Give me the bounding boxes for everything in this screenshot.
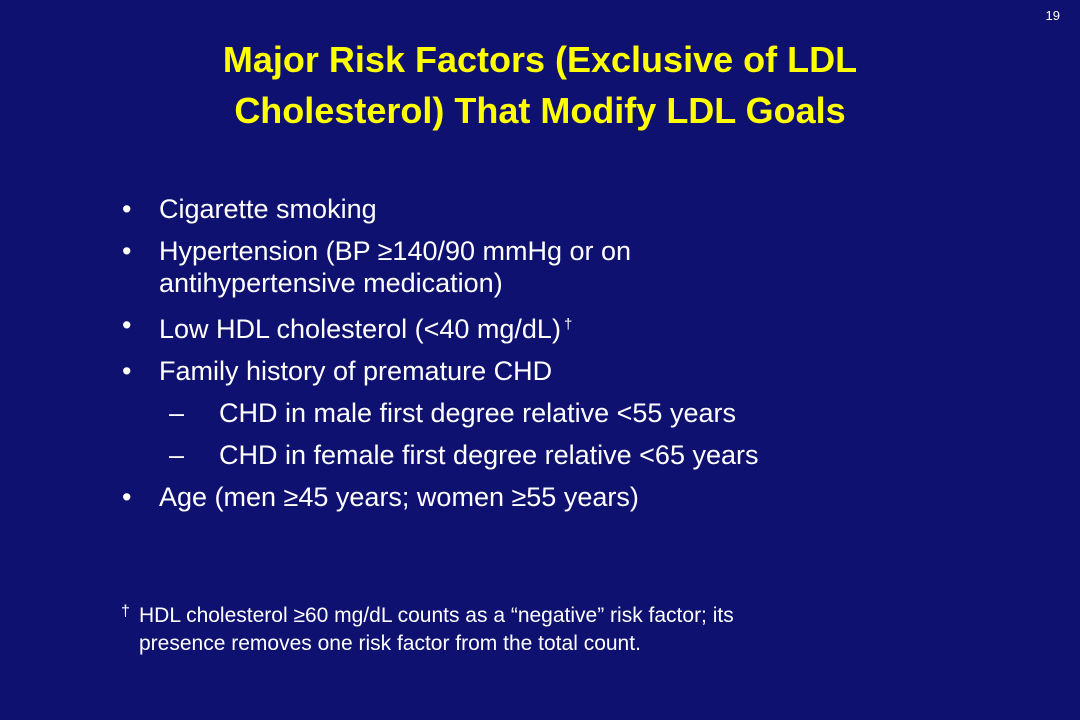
risk-factor-list: • Cigarette smoking • Hypertension (BP ≥… — [118, 193, 1018, 523]
footnote: † HDL cholesterol ≥60 mg/dL counts as a … — [121, 602, 1021, 658]
title-line-2: Cholesterol) That Modify LDL Goals — [234, 90, 846, 131]
sub-bullet-female: – CHD in female first degree relative <6… — [118, 439, 1018, 471]
footnote-line-1: HDL cholesterol ≥60 mg/dL counts as a “n… — [139, 604, 734, 627]
sub-bullet-dash: – — [169, 440, 185, 470]
sub-bullet-dash: – — [169, 398, 185, 428]
bullet-text-line-1: Hypertension (BP ≥140/90 mmHg or on — [159, 236, 632, 266]
title-line-1: Major Risk Factors (Exclusive of LDL — [222, 39, 858, 80]
bullet-dot: • — [122, 310, 132, 340]
bullet-dot: • — [122, 236, 132, 266]
bullet-hypertension: • Hypertension (BP ≥140/90 mmHg or on an… — [118, 235, 1018, 299]
bullet-text-line-2: antihypertensive medication) — [159, 268, 503, 298]
footnote-dagger: † — [121, 603, 130, 620]
sub-bullet-male: – CHD in male first degree relative <55 … — [118, 397, 1018, 429]
slide-number: 19 — [1045, 8, 1060, 23]
bullet-text: Low HDL cholesterol (<40 mg/dL) — [159, 314, 561, 344]
dagger-mark: † — [563, 316, 573, 333]
bullet-text: Cigarette smoking — [159, 194, 377, 224]
bullet-dot: • — [122, 356, 132, 386]
bullet-text: Family history of premature CHD — [159, 356, 553, 386]
bullet-text: Age (men ≥45 years; women ≥55 years) — [159, 482, 639, 512]
slide-title: Major Risk Factors (Exclusive of LDL Cho… — [0, 34, 1080, 136]
bullet-dot: • — [122, 482, 132, 512]
sub-bullet-text: CHD in female first degree relative <65 … — [219, 440, 759, 470]
bullet-low-hdl: • Low HDL cholesterol (<40 mg/dL) † — [118, 309, 1018, 345]
bullet-family-history: • Family history of premature CHD — [118, 355, 1018, 387]
footnote-line-2: presence removes one risk factor from th… — [139, 632, 641, 655]
sub-bullet-text: CHD in male first degree relative <55 ye… — [219, 398, 736, 428]
bullet-dot: • — [122, 194, 132, 224]
bullet-smoking: • Cigarette smoking — [118, 193, 1018, 225]
bullet-age: • Age (men ≥45 years; women ≥55 years) — [118, 481, 1018, 513]
